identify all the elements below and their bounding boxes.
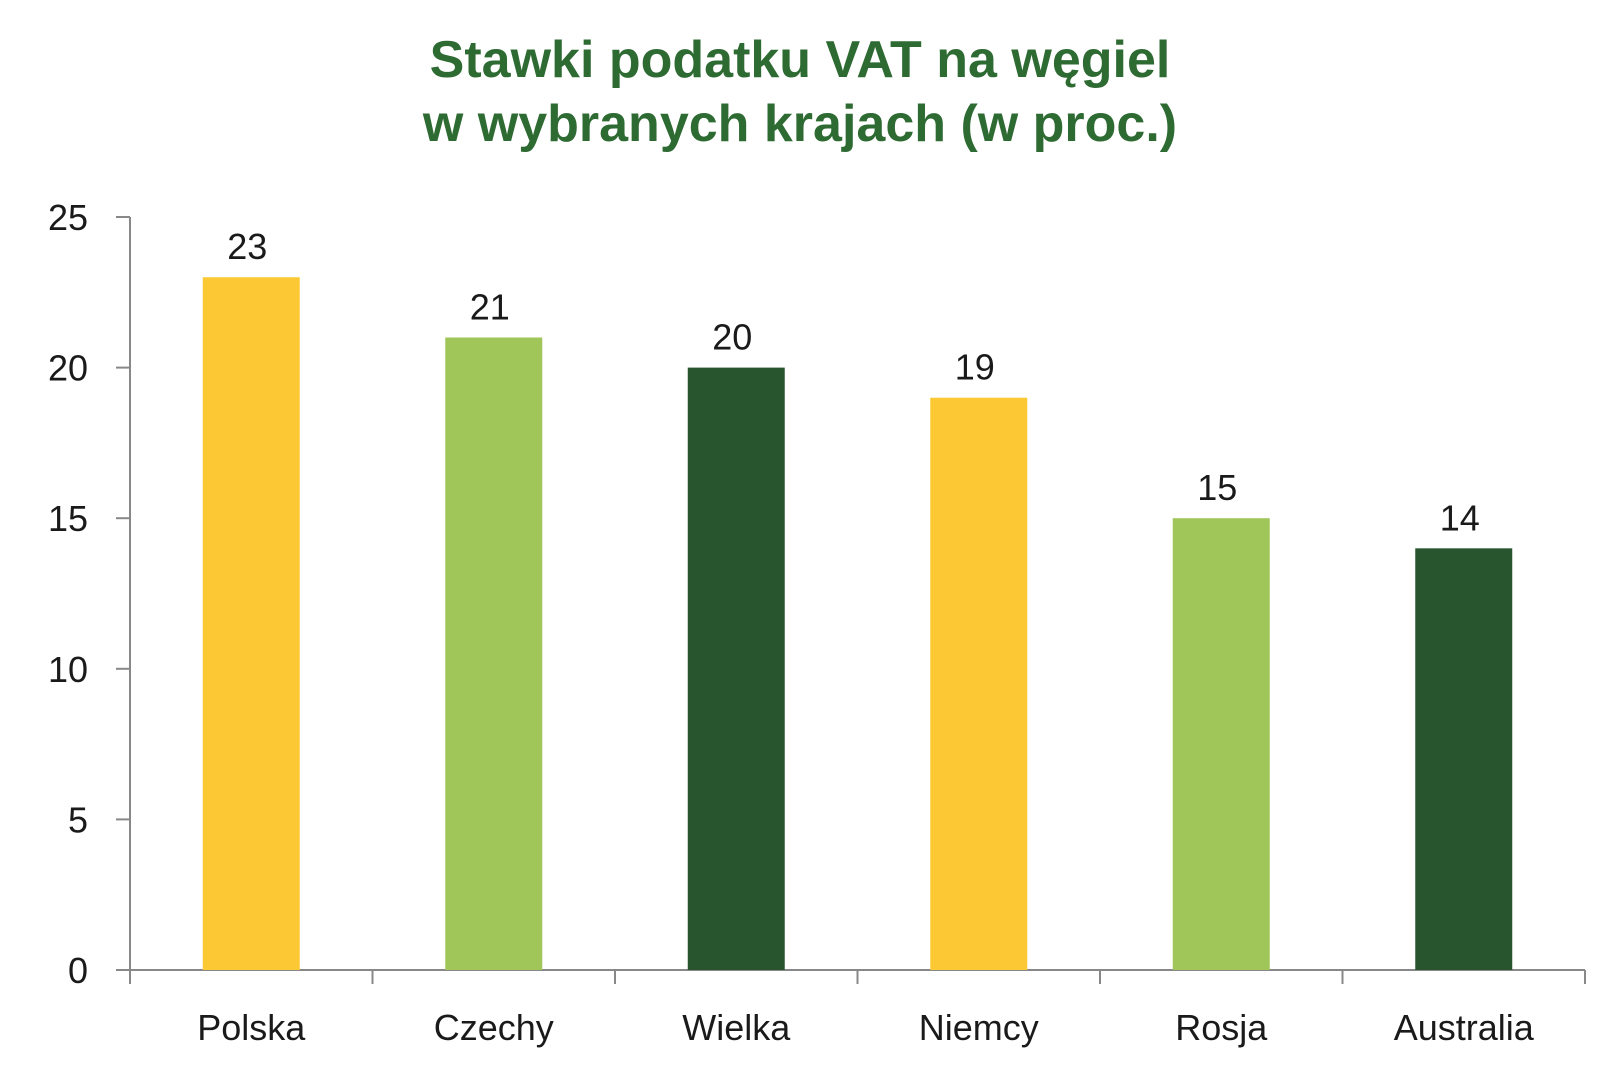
chart-title-line-1: Stawki podatku VAT na węgiel [429,31,1171,89]
bar-australia [1415,548,1513,970]
bar-rosja [1172,518,1270,970]
bars [202,277,1513,971]
y-tick-label: 15 [48,498,88,539]
category-label: Niemcy [919,1007,1039,1048]
bar-wielka [687,367,785,971]
data-label: 15 [1197,467,1237,508]
category-labels: Polska Czechy Wielka Niemcy Rosja Australia [197,1007,1535,1048]
y-axis: 0 5 10 15 20 25 [48,197,131,991]
bar-polska [202,277,300,970]
bar-niemcy [930,397,1028,971]
y-tick-label: 25 [48,197,88,238]
data-label: 20 [712,317,752,358]
y-tick-label: 10 [48,649,88,690]
bar-czechy [445,337,543,971]
y-tick-label: 20 [48,348,88,389]
chart-title-line-2: w wybranych krajach (w proc.) [422,95,1178,153]
category-label: Australia [1394,1007,1535,1048]
category-label: Polska [197,1007,306,1048]
category-label: Rosja [1175,1007,1268,1048]
x-axis [129,969,1586,984]
category-label: Wielka [682,1007,791,1048]
chart-title: Stawki podatku VAT na węgiel w wybranych… [0,28,1600,156]
data-label: 23 [227,226,267,267]
data-label: 19 [955,347,995,388]
data-label: 14 [1440,497,1480,538]
y-tick-label: 5 [68,799,88,840]
data-labels: 23 21 20 19 15 14 [227,226,1480,538]
category-label: Czechy [434,1007,554,1048]
data-label: 21 [470,286,510,327]
y-tick-label: 0 [68,950,88,991]
